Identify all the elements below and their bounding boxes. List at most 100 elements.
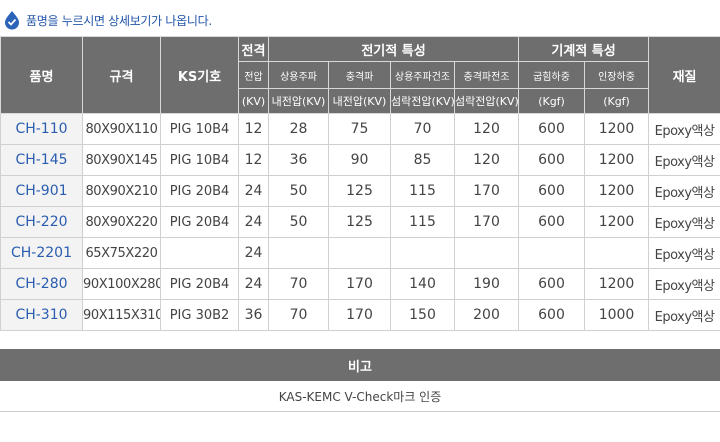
spec-cell: 80X90X145: [82, 144, 161, 176]
value-cell: 140: [390, 268, 455, 300]
header-sub-1: 상용주파: [268, 61, 329, 89]
value-cell: 70: [268, 299, 329, 331]
kv-cell: 24: [238, 206, 269, 238]
value-cell: 50: [268, 206, 329, 238]
value-cell: [518, 237, 586, 269]
value-cell: 90: [328, 144, 391, 176]
value-cell: 1200: [584, 206, 650, 238]
kv-cell: 24: [238, 268, 269, 300]
model-link[interactable]: CH-220: [0, 206, 83, 238]
header-spec: 규격: [82, 36, 161, 114]
value-cell: 170: [328, 268, 391, 300]
value-cell: 115: [390, 175, 455, 207]
spec-cell: 90X100X280: [82, 268, 161, 300]
value-cell: 70: [268, 268, 329, 300]
ks-cell: PIG 10B4: [160, 113, 239, 145]
material-cell: Epoxy액상: [648, 237, 720, 269]
spec-table: 품명 규격 KS기호 전격 전기적 특성 기계적 특성 재질 전압 상용주파 충…: [0, 36, 720, 331]
table-row: CH-2201 65X75X220 24 Epoxy액상: [0, 237, 720, 269]
value-cell: 600: [518, 113, 586, 145]
material-cell: Epoxy액상: [648, 206, 720, 238]
value-cell: 50: [268, 175, 329, 207]
value-cell: 75: [328, 113, 391, 145]
spec-cell: 65X75X220: [82, 237, 161, 269]
header-electrical: 전기적 특성: [267, 36, 520, 62]
spec-cell: 80X90X210: [82, 175, 161, 207]
value-cell: [268, 237, 329, 269]
value-cell: 170: [453, 206, 520, 238]
value-cell: 1000: [584, 299, 650, 331]
header-ks: KS기호: [160, 36, 239, 114]
value-cell: 600: [518, 268, 586, 300]
header-sub2-1: 내전압(KV): [268, 88, 329, 114]
header-sub-4: 충격파전조: [453, 61, 520, 89]
ks-cell: [160, 237, 239, 269]
value-cell: 200: [453, 299, 520, 331]
header-voltage-top: 전격: [238, 36, 269, 62]
material-cell: Epoxy액상: [648, 144, 720, 176]
kv-cell: 36: [238, 299, 269, 331]
kv-cell: 24: [238, 237, 269, 269]
table-row: CH-280 90X100X280 PIG 20B4 24 70 170 140…: [0, 268, 720, 300]
model-link[interactable]: CH-2201: [0, 237, 83, 269]
header-sub-6: 인장하중: [584, 61, 650, 89]
value-cell: [584, 237, 650, 269]
ks-cell: PIG 30B2: [160, 299, 239, 331]
header-sub2-4: 섬락전압(KV): [453, 88, 520, 114]
remark-text: KAS-KEMC V-Check마크 인증: [0, 381, 720, 412]
value-cell: [390, 237, 455, 269]
value-cell: 125: [328, 175, 391, 207]
value-cell: 1200: [584, 175, 650, 207]
value-cell: 120: [453, 113, 520, 145]
header-sub-5: 굽힘하중: [518, 61, 586, 89]
notice: 품명을 누르시면 상세보기가 나옵니다.: [2, 8, 212, 32]
value-cell: 1200: [584, 144, 650, 176]
value-cell: 115: [390, 206, 455, 238]
notice-text: 품명을 누르시면 상세보기가 나옵니다.: [26, 13, 212, 28]
value-cell: 600: [518, 175, 586, 207]
value-cell: [453, 237, 520, 269]
model-link[interactable]: CH-310: [0, 299, 83, 331]
header-sub2-5: (Kgf): [518, 88, 586, 114]
spec-cell: 90X115X310: [82, 299, 161, 331]
material-cell: Epoxy액상: [648, 268, 720, 300]
model-link[interactable]: CH-280: [0, 268, 83, 300]
header-model: 품명: [0, 36, 83, 114]
material-cell: Epoxy액상: [648, 299, 720, 331]
table-row: CH-901 80X90X210 PIG 20B4 24 50 125 115 …: [0, 175, 720, 207]
value-cell: 600: [518, 206, 586, 238]
value-cell: 70: [390, 113, 455, 145]
material-cell: Epoxy액상: [648, 113, 720, 145]
model-link[interactable]: CH-901: [0, 175, 83, 207]
value-cell: 120: [453, 144, 520, 176]
table-row: CH-110 80X90X110 PIG 10B4 12 28 75 70 12…: [0, 113, 720, 145]
ks-cell: PIG 20B4: [160, 206, 239, 238]
header-sub2-6: (Kgf): [584, 88, 650, 114]
ks-cell: PIG 20B4: [160, 175, 239, 207]
table-row: CH-220 80X90X220 PIG 20B4 24 50 125 115 …: [0, 206, 720, 238]
material-cell: Epoxy액상: [648, 175, 720, 207]
value-cell: 125: [328, 206, 391, 238]
header-voltage-mid: 전압: [238, 61, 269, 89]
spec-cell: 80X90X220: [82, 206, 161, 238]
header-voltage-unit: (KV): [238, 88, 269, 114]
model-link[interactable]: CH-145: [0, 144, 83, 176]
remark-header: 비고: [0, 349, 720, 381]
value-cell: 150: [390, 299, 455, 331]
value-cell: 190: [453, 268, 520, 300]
table-row: CH-310 90X115X310 PIG 30B2 36 70 170 150…: [0, 299, 720, 331]
model-link[interactable]: CH-110: [0, 113, 83, 145]
value-cell: [328, 237, 391, 269]
value-cell: 170: [328, 299, 391, 331]
ks-cell: PIG 10B4: [160, 144, 239, 176]
header-material: 재질: [648, 36, 720, 114]
kv-cell: 12: [238, 113, 269, 145]
value-cell: 85: [390, 144, 455, 176]
value-cell: 36: [268, 144, 329, 176]
header-sub-2: 충격파: [328, 61, 391, 89]
spec-cell: 80X90X110: [82, 113, 161, 145]
value-cell: 28: [268, 113, 329, 145]
kv-cell: 24: [238, 175, 269, 207]
header-sub2-2: 내전압(KV): [328, 88, 391, 114]
ks-cell: PIG 20B4: [160, 268, 239, 300]
